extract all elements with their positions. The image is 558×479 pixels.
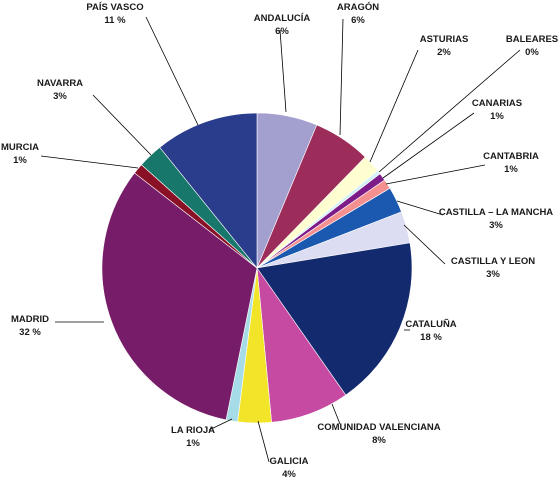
slice-value-castilla-la-mancha: 3% [489, 220, 503, 231]
slice-label-murcia: MURCIA [1, 142, 39, 153]
slice-label-castilla-la-mancha: CASTILLA – LA MANCHA [439, 207, 553, 218]
leader-lines-layer [40, 16, 521, 463]
leader-line-pais-vasco [145, 16, 199, 126]
slice-label-la-rioja: LA RIOJA [171, 425, 215, 436]
slice-label-cantabria: CANTABRIA [483, 151, 539, 162]
pie-slice-cataluna [256, 242, 413, 396]
slice-value-asturias: 2% [437, 47, 451, 58]
leader-line-castilla-y-leon [403, 224, 446, 265]
pie-slice-pais-vasco [159, 112, 258, 269]
slice-value-baleares: 0% [525, 47, 539, 58]
slice-label-cataluna: CATALUÑA [405, 319, 456, 330]
slice-value-madrid: 32 % [19, 327, 41, 338]
slice-label-andalucia: ANDALUCÍA [254, 13, 311, 24]
slice-label-baleares: BALEARES [506, 34, 558, 45]
slice-label-asturias: ASTURIAS [420, 34, 469, 45]
slice-value-cataluna: 18 % [420, 332, 442, 343]
slice-value-comunidad-valenciana: 8% [372, 435, 386, 446]
slice-label-navarra: NAVARRA [37, 78, 83, 89]
slice-value-aragon: 6% [351, 15, 365, 26]
slice-value-castilla-y-leon: 3% [486, 269, 500, 280]
slice-value-pais-vasco: 11 % [104, 15, 126, 26]
leader-line-cantabria [385, 164, 486, 185]
leader-line-murcia [40, 155, 139, 169]
slice-label-castilla-y-leon: CASTILLA Y LEON [451, 256, 535, 267]
slice-value-andalucia: 6% [275, 26, 289, 37]
slice-label-galicia: GALICIA [269, 456, 308, 467]
leader-line-castilla-la-mancha [396, 200, 444, 216]
leader-line-asturias [369, 49, 419, 163]
slice-label-aragon: ARAGÓN [337, 1, 379, 13]
slice-value-canarias: 1% [490, 111, 504, 122]
leader-line-andalucia [279, 29, 287, 113]
leader-line-canarias [382, 112, 475, 179]
slice-value-murcia: 1% [13, 155, 27, 166]
slice-value-cantabria: 1% [504, 164, 518, 175]
leader-line-galicia [257, 420, 270, 463]
leader-line-baleares [378, 49, 521, 173]
leader-line-la-rioja [208, 418, 233, 431]
pie-slice-madrid [101, 172, 258, 421]
slices-layer [101, 112, 413, 424]
slice-value-galicia: 4% [282, 469, 296, 479]
leader-line-navarra [92, 94, 152, 156]
leader-line-aragon [339, 18, 344, 136]
slice-label-pais-vasco: PAÍS VASCO [86, 2, 143, 13]
slice-label-comunidad-valenciana: COMUNIDAD VALENCIANA [317, 422, 440, 433]
leader-line-comunidad-valenciana [331, 403, 341, 425]
slice-value-la-rioja: 1% [186, 438, 200, 449]
slice-label-madrid: MADRID [11, 314, 49, 325]
slice-label-canarias: CANARIAS [472, 98, 522, 109]
slice-value-navarra: 3% [53, 91, 67, 102]
